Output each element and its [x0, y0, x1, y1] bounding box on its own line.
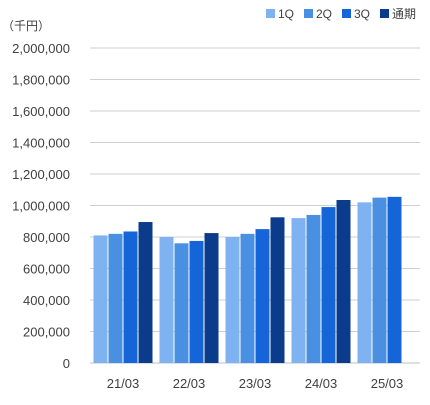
bar-25-03-2: [387, 196, 402, 363]
bar-24-03-0: [291, 218, 306, 363]
bar-22-03-0: [159, 237, 174, 363]
x-tick-label: 21/03: [107, 376, 140, 391]
y-tick-label: 1,000,000: [12, 199, 70, 214]
bar-24-03-3: [336, 199, 351, 363]
bar-24-03-2: [321, 207, 336, 363]
bar-25-03-0: [357, 202, 372, 363]
y-tick-label: 1,800,000: [12, 73, 70, 88]
bar-24-03-1: [306, 214, 321, 363]
x-tick-label: 22/03: [173, 376, 206, 391]
y-tick-label: 1,200,000: [12, 167, 70, 182]
y-tick-label: 800,000: [23, 230, 70, 245]
bar-23-03-3: [270, 217, 285, 363]
y-tick-label: 200,000: [23, 325, 70, 340]
bar-22-03-1: [174, 243, 189, 363]
legend-swatch: [380, 9, 389, 18]
x-tick-label: 23/03: [239, 376, 272, 391]
legend-swatch: [266, 9, 275, 18]
legend-swatch: [304, 9, 313, 18]
bar-23-03-1: [240, 233, 255, 363]
y-axis-ticks: 0 200,000 400,000 600,000 800,000 1,000,000 1,…: [12, 41, 70, 371]
legend-label: 3Q: [354, 7, 370, 21]
bar-21-03-1: [108, 233, 123, 363]
bar-23-03-0: [225, 237, 240, 363]
bar-25-03-1: [372, 197, 387, 363]
x-tick-label: 24/03: [305, 376, 338, 391]
x-axis-ticks: 21/03 22/03 23/03 24/03 25/03: [107, 376, 404, 391]
y-tick-label: 0: [63, 356, 70, 371]
y-tick-label: 400,000: [23, 293, 70, 308]
legend-label: 2Q: [316, 7, 332, 21]
legend-swatch: [342, 9, 351, 18]
bar-23-03-2: [255, 229, 270, 363]
bars: [93, 196, 402, 363]
bar-21-03-3: [138, 222, 153, 363]
x-tick-label: 25/03: [371, 376, 404, 391]
bar-22-03-3: [204, 233, 219, 363]
legend-label: 1Q: [278, 7, 294, 21]
legend-label: 通期: [392, 7, 416, 21]
bar-22-03-2: [189, 240, 204, 363]
y-tick-label: 1,600,000: [12, 104, 70, 119]
y-tick-label: 2,000,000: [12, 41, 70, 56]
y-tick-label: 1,400,000: [12, 136, 70, 151]
bar-21-03-2: [123, 231, 138, 363]
unit-label: （千円）: [2, 19, 50, 33]
legend: 1Q 2Q 3Q 通期: [266, 7, 416, 21]
y-tick-label: 600,000: [23, 262, 70, 277]
bar-21-03-0: [93, 235, 108, 363]
